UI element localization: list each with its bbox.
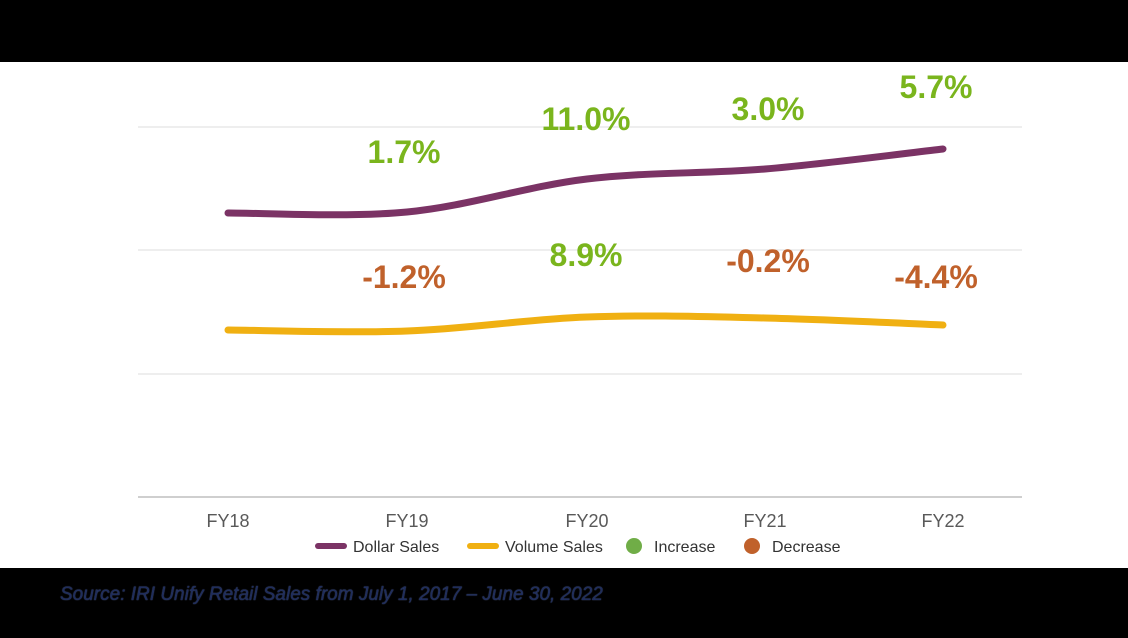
series-line-dollar-sales — [224, 145, 947, 219]
x-tick-label: FY18 — [206, 511, 249, 531]
line-chart: 1.7% 11.0% 3.0% 5.7% -1.2% 8.9% -0.2% -4.4% FY1… — [138, 69, 1022, 556]
legend-label: Dollar Sales — [353, 539, 439, 556]
x-tick-label: FY19 — [385, 511, 428, 531]
data-label-layer: 1.7% 11.0% 3.0% 5.7% -1.2% 8.9% -0.2% -4.4% — [362, 69, 978, 295]
legend-label: Decrease — [772, 539, 841, 556]
legend-dot-marker — [626, 538, 642, 554]
grid-layer — [138, 126, 1022, 498]
data-label: 8.9% — [550, 237, 623, 273]
legend-label: Volume Sales — [505, 539, 603, 556]
legend-item: Increase — [626, 538, 715, 556]
x-tick-label: FY22 — [921, 511, 964, 531]
data-label: 3.0% — [732, 91, 805, 127]
legend-dot-marker — [744, 538, 760, 554]
chart-panel: 1.7% 11.0% 3.0% 5.7% -1.2% 8.9% -0.2% -4.4% FY1… — [0, 62, 1128, 568]
legend-item: Dollar Sales — [315, 539, 439, 556]
source-note: Source: IRI Unify Retail Sales from July… — [60, 584, 603, 605]
legend: Dollar Sales Volume Sales Increase Decrease — [315, 538, 841, 556]
legend-item: Volume Sales — [467, 539, 603, 556]
series-layer — [224, 145, 947, 336]
data-label: -4.4% — [894, 259, 978, 295]
legend-label: Increase — [654, 539, 715, 556]
x-tick-label: FY21 — [743, 511, 786, 531]
data-label: 1.7% — [368, 134, 441, 170]
data-label: 11.0% — [542, 101, 631, 137]
x-axis-ticks: FY18 FY19 FY20 FY21 FY22 — [206, 511, 964, 531]
legend-item: Decrease — [744, 538, 841, 556]
x-tick-label: FY20 — [565, 511, 608, 531]
data-label: -1.2% — [362, 259, 446, 295]
data-label: 5.7% — [900, 69, 973, 105]
data-label: -0.2% — [726, 243, 810, 279]
series-line-volume-sales — [224, 312, 947, 336]
